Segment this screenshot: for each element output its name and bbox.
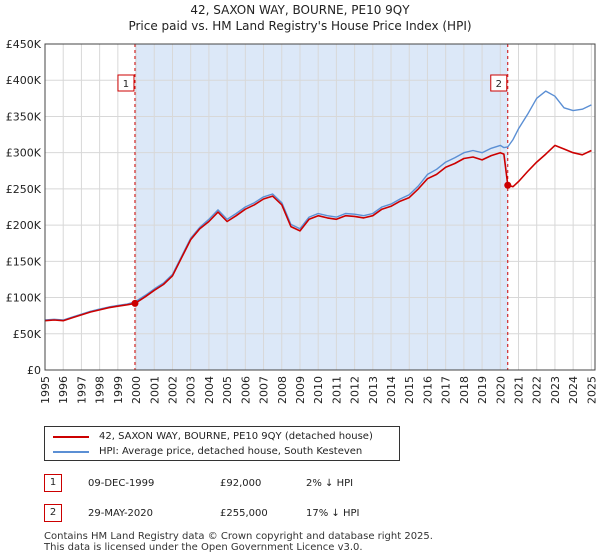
- x-tick-label-23: 2018: [458, 376, 471, 404]
- x-tick-label-24: 2019: [476, 376, 489, 404]
- footer-line-1: Contains HM Land Registry data © Crown c…: [44, 531, 433, 542]
- legend-label-property: 42, SAXON WAY, BOURNE, PE10 9QY (detache…: [99, 431, 373, 442]
- sale-hpi-1: 2% ↓ HPI: [306, 478, 354, 489]
- sale-box-label-2: 2: [496, 79, 502, 90]
- series-line-hpi: [44, 90, 592, 321]
- footer-line-2: This data is licensed under the Open Gov…: [44, 542, 363, 553]
- legend-label-hpi: HPI: Average price, detached house, Sout…: [99, 446, 363, 457]
- x-tick-label-1: 1996: [57, 376, 70, 404]
- x-tick-label-4: 1999: [112, 376, 125, 404]
- sale-point-1: [131, 299, 139, 307]
- legend-line-property: [53, 436, 89, 438]
- x-tick-label-29: 2024: [567, 376, 580, 404]
- sale-marker-1: 1: [44, 474, 62, 492]
- x-tick-label-20: 2015: [403, 376, 416, 404]
- x-tick-label-17: 2012: [349, 376, 362, 404]
- x-tick-label-25: 2020: [494, 376, 507, 404]
- sale-box-1: [117, 74, 135, 92]
- chart-legend: 42, SAXON WAY, BOURNE, PE10 9QY (detache…: [44, 426, 400, 461]
- sale-date-2: 29-MAY-2020: [88, 508, 154, 519]
- x-tick-label-13: 2008: [276, 376, 289, 404]
- y-tick-label-9: £450K: [6, 38, 42, 51]
- y-tick-label-7: £350K: [6, 110, 42, 123]
- x-tick-label-8: 2003: [185, 376, 198, 404]
- x-tick-label-18: 2013: [367, 376, 380, 404]
- x-tick-label-30: 2025: [585, 376, 598, 404]
- y-tick-label-8: £400K: [6, 74, 42, 87]
- title-line-2: Price paid vs. HM Land Registry's House …: [128, 19, 472, 33]
- x-tick-label-5: 2000: [130, 376, 143, 404]
- y-tick-label-0: £0: [27, 364, 41, 377]
- sale-date-1: 09-DEC-1999: [88, 478, 155, 489]
- x-tick-label-16: 2011: [330, 376, 343, 404]
- x-tick-label-2: 1997: [75, 376, 88, 404]
- x-tick-label-7: 2002: [166, 376, 179, 404]
- sale-point-2: [504, 181, 512, 189]
- footer: Contains HM Land Registry data © Crown c…: [44, 531, 433, 553]
- x-tick-label-0: 1995: [39, 376, 52, 404]
- sale-box-label-1: 1: [123, 79, 129, 90]
- x-tick-label-19: 2014: [385, 376, 398, 404]
- plot-frame: [44, 43, 596, 371]
- x-tick-label-3: 1998: [94, 376, 107, 404]
- price-chart: £0 £50K £100K £150K £200K £250K £300K £350K £400…: [6, 38, 599, 404]
- y-tick-label-1: £50K: [13, 328, 42, 341]
- sale-hpi-2: 17% ↓ HPI: [306, 508, 360, 519]
- x-tick-label-10: 2005: [221, 376, 234, 404]
- series-line-property: [44, 144, 592, 322]
- chart-title: 42, SAXON WAY, BOURNE, PE10 9QY Price pa…: [0, 2, 600, 34]
- x-tick-label-27: 2022: [531, 376, 544, 404]
- x-tick-label-21: 2016: [421, 376, 434, 404]
- title-line-1: 42, SAXON WAY, BOURNE, PE10 9QY: [190, 3, 410, 17]
- sale-price-1: £92,000: [220, 478, 262, 489]
- x-tick-label-6: 2001: [148, 376, 161, 404]
- x-tick-label-9: 2004: [203, 376, 216, 404]
- y-tick-label-2: £100K: [6, 292, 42, 305]
- x-tick-label-14: 2009: [294, 376, 307, 404]
- x-tick-label-12: 2007: [258, 376, 271, 404]
- x-tick-label-11: 2006: [239, 376, 252, 404]
- sale-price-2: £255,000: [220, 508, 268, 519]
- y-tick-label-4: £200K: [6, 219, 42, 232]
- x-tick-label-28: 2023: [549, 376, 562, 404]
- sale-box-2: [490, 74, 508, 92]
- y-tick-label-3: £150K: [6, 255, 42, 268]
- y-tick-label-6: £300K: [6, 147, 42, 160]
- x-tick-label-15: 2010: [312, 376, 325, 404]
- x-tick-label-22: 2017: [440, 376, 453, 404]
- x-tick-label-26: 2021: [513, 376, 526, 404]
- y-tick-label-5: £250K: [6, 183, 42, 196]
- legend-line-hpi: [53, 451, 89, 453]
- sale-marker-2: 2: [44, 504, 62, 522]
